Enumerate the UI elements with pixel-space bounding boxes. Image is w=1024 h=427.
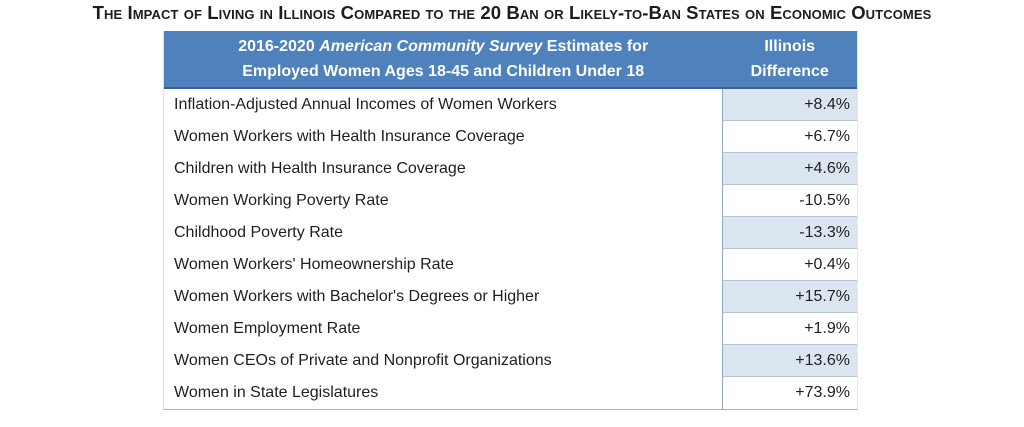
row-value: +73.9% — [722, 377, 857, 409]
table-row: Women in State Legislatures +73.9% — [164, 377, 857, 409]
page-title: The Impact of Living in Illinois Compare… — [92, 2, 932, 23]
header-survey-name: American Community Survey — [319, 38, 543, 55]
acs-estimates-table: 2016-2020 American Community Survey Esti… — [163, 31, 858, 410]
table-row: Childhood Poverty Rate -13.3% — [164, 217, 857, 249]
row-value: -13.3% — [722, 217, 857, 249]
row-label: Inflation-Adjusted Annual Incomes of Wom… — [174, 96, 557, 113]
table-header-illinois-difference: Illinois Difference — [722, 31, 857, 87]
table-row: Women Workers with Health Insurance Cove… — [164, 121, 857, 153]
table-row: Inflation-Adjusted Annual Incomes of Wom… — [164, 89, 857, 121]
row-value: +4.6% — [722, 153, 857, 185]
row-value: +0.4% — [722, 249, 857, 281]
table-body: Inflation-Adjusted Annual Incomes of Wom… — [164, 89, 857, 409]
header-estimates-for: Estimates for — [542, 38, 649, 55]
row-value: +8.4% — [722, 89, 857, 121]
header-line-1: 2016-2020 American Community Survey Esti… — [168, 34, 718, 59]
table-row: Women Employment Rate +1.9% — [164, 313, 857, 345]
row-label: Women CEOs of Private and Nonprofit Orga… — [174, 352, 552, 369]
row-value: -10.5% — [722, 185, 857, 217]
header-year-range: 2016-2020 — [238, 38, 320, 55]
table-header-row: 2016-2020 American Community Survey Esti… — [164, 31, 857, 89]
row-value: +13.6% — [722, 345, 857, 377]
header-line-2: Employed Women Ages 18-45 and Children U… — [242, 63, 645, 80]
header-illinois: Illinois — [764, 38, 816, 55]
header-difference: Difference — [750, 63, 829, 80]
row-label: Women Workers with Health Insurance Cove… — [174, 128, 525, 145]
row-label: Women Workers' Homeownership Rate — [174, 256, 454, 273]
row-label: Children with Health Insurance Coverage — [174, 160, 466, 177]
row-value: +6.7% — [722, 121, 857, 153]
table-row: Women Workers' Homeownership Rate +0.4% — [164, 249, 857, 281]
row-label: Women Working Poverty Rate — [174, 192, 389, 209]
row-value: +15.7% — [722, 281, 857, 313]
table-row: Women CEOs of Private and Nonprofit Orga… — [164, 345, 857, 377]
row-label: Women in State Legislatures — [174, 384, 379, 401]
row-label: Women Employment Rate — [174, 320, 361, 337]
table-row: Women Working Poverty Rate -10.5% — [164, 185, 857, 217]
row-value: +1.9% — [722, 313, 857, 345]
table-header-description: 2016-2020 American Community Survey Esti… — [164, 31, 722, 87]
table-row: Children with Health Insurance Coverage … — [164, 153, 857, 185]
row-label: Women Workers with Bachelor's Degrees or… — [174, 288, 540, 305]
row-label: Childhood Poverty Rate — [174, 224, 343, 241]
table-row: Women Workers with Bachelor's Degrees or… — [164, 281, 857, 313]
